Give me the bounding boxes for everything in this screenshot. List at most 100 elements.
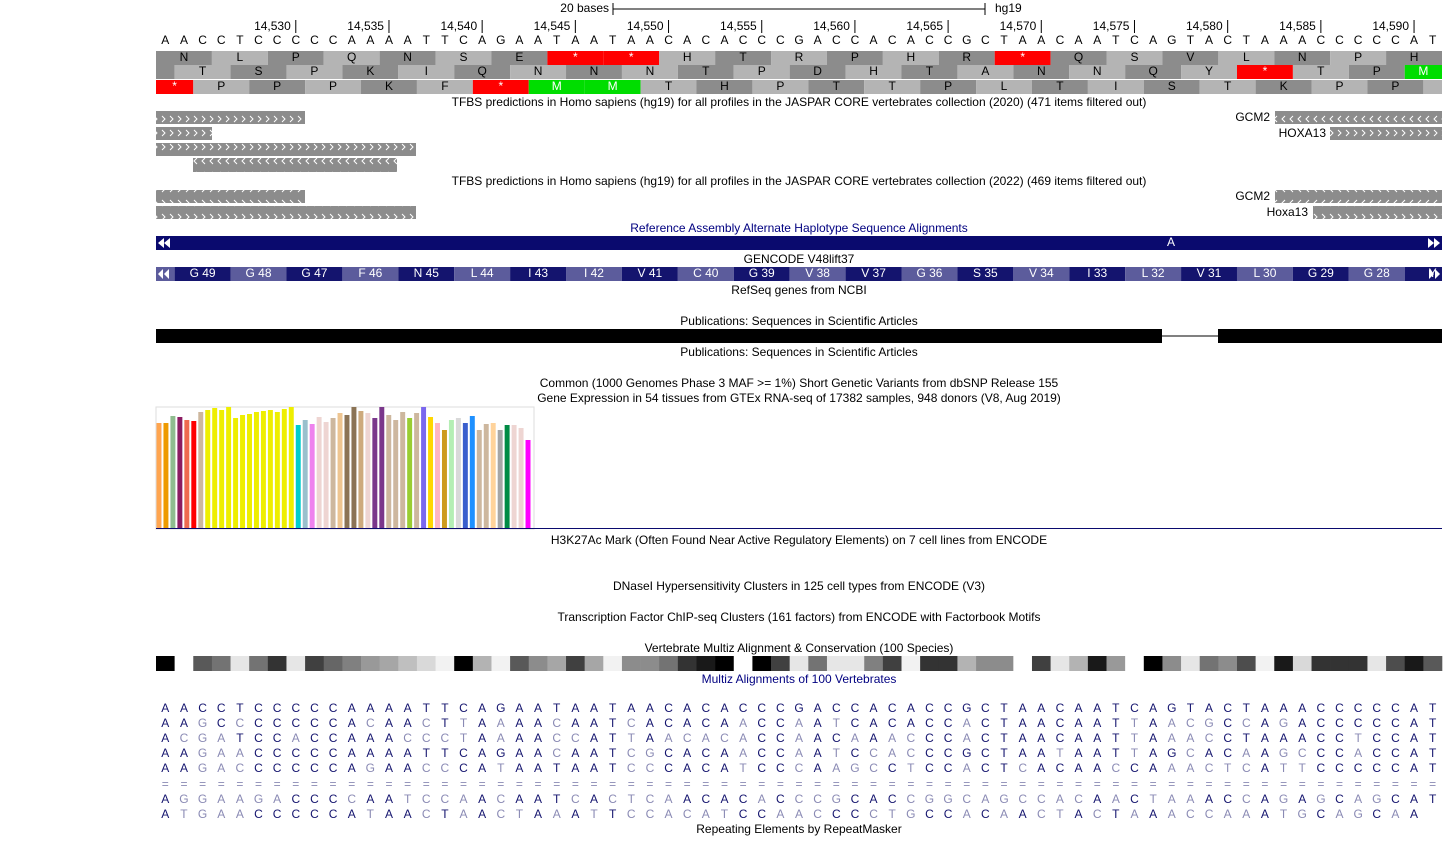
gtex-bar [407, 418, 413, 528]
amino-acid: S [254, 64, 262, 78]
track-title: RefSeq genes from NCBI [731, 283, 866, 297]
ruler-tick-label: 14,580 [1186, 19, 1223, 33]
gtex-bar [511, 425, 517, 528]
gtex-bar [525, 440, 531, 528]
codon-cell [1050, 51, 1107, 65]
conservation-cell [938, 656, 958, 671]
codon-cell [1199, 80, 1256, 94]
codon-cell [1348, 65, 1405, 79]
codon-cell [398, 65, 455, 79]
exon-label: L 44 [471, 266, 494, 280]
amino-acid: S [1130, 50, 1138, 64]
ruler-tick-label: 14,535 [347, 19, 384, 33]
codon-cell [696, 80, 753, 94]
amino-acid: N [646, 64, 655, 78]
exon-label: G 47 [301, 266, 327, 280]
amino-acid: P [310, 64, 318, 78]
codon-cell [361, 80, 417, 94]
amino-acid: K [1280, 79, 1288, 93]
codon-cell [416, 80, 473, 94]
ruler-tick-label: 14,575 [1093, 19, 1130, 33]
codon-cell [640, 80, 697, 94]
track-title: Repeating Elements by RepeatMasker [696, 822, 901, 836]
exon-cell [342, 267, 399, 281]
exon-label: V 31 [1197, 266, 1222, 280]
conservation-cell [472, 656, 492, 671]
conservation-cell [1218, 656, 1238, 671]
ruler-tick-label: 14,545 [534, 19, 571, 33]
amino-acid: P [1391, 79, 1399, 93]
gtex-bar [316, 417, 322, 528]
conservation-cell [286, 656, 306, 671]
conservation-cell [603, 656, 623, 671]
gtex-bar [351, 407, 357, 528]
conservation-cell [1125, 656, 1145, 671]
codon-cell [1274, 51, 1331, 65]
track-title: Transcription Factor ChIP-seq Clusters (… [557, 610, 1040, 624]
track-title: GENCODE V48lift37 [744, 252, 855, 266]
codon-cell [1218, 51, 1275, 65]
codon-cell [808, 80, 865, 94]
exon-cell [174, 267, 231, 281]
codon-cell [994, 51, 1051, 65]
codon-cell [789, 65, 846, 79]
conservation-cell [976, 656, 995, 671]
gtex-bar [337, 413, 343, 528]
amino-acid: D [813, 64, 822, 78]
amino-acid: P [776, 79, 784, 93]
conservation-cell [584, 656, 604, 671]
codon-cell [1292, 65, 1349, 79]
codon-cell [1162, 51, 1219, 65]
gtex-bar [365, 413, 371, 528]
amino-acid: L [237, 50, 244, 64]
exon-label: V 37 [861, 266, 886, 280]
amino-acid: T [1224, 79, 1232, 93]
codon-cell [1106, 51, 1163, 65]
conservation-cell [957, 656, 977, 671]
codon-cell [976, 80, 1032, 94]
codon-cell [882, 51, 939, 65]
amino-acid: * [573, 50, 578, 64]
gtex-bar [281, 409, 287, 528]
conservation-cell [174, 656, 194, 671]
amino-acid: Q [477, 64, 486, 78]
conservation-cell [882, 656, 902, 671]
conservation-cell [1106, 656, 1126, 671]
codon-cell [156, 51, 212, 65]
conservation-cell [1404, 656, 1424, 671]
amino-acid: L [1001, 79, 1008, 93]
conservation-cell [1087, 656, 1107, 671]
codon-cell [1255, 80, 1312, 94]
amino-acid: P [1335, 79, 1343, 93]
conservation-cell [566, 656, 585, 671]
gtex-bar [309, 424, 315, 528]
assembly-label: hg19 [995, 1, 1022, 15]
amino-acid: P [329, 79, 337, 93]
base-sequence: AACCTCCCCCAAAATTCAGAATAATAACACACCCGACCAC… [161, 33, 1437, 47]
conservation-cell [342, 656, 362, 671]
exon-cell [1181, 267, 1237, 281]
amino-acid: H [720, 79, 729, 93]
conservation-cell [1330, 656, 1350, 671]
ruler-tick-label: 14,560 [813, 19, 850, 33]
ruler-tick-label: 14,530 [254, 19, 291, 33]
exon-label: N 45 [414, 266, 440, 280]
conservation-cell [733, 656, 753, 671]
gtex-bar [247, 414, 252, 528]
exon-label: G 39 [749, 266, 775, 280]
codon-cell [1031, 80, 1088, 94]
conservation-cell [1386, 656, 1406, 671]
codon-cell [845, 65, 902, 79]
conservation-cell [435, 656, 455, 671]
amino-acid: I [425, 64, 428, 78]
amino-acid: I [1114, 79, 1117, 93]
conservation-track [156, 656, 1443, 671]
gtex-bar [400, 412, 406, 528]
gtex-bar [435, 423, 440, 528]
amino-acid: Q [1074, 50, 1083, 64]
codon-cell [771, 51, 827, 65]
exon-cell [230, 267, 287, 281]
